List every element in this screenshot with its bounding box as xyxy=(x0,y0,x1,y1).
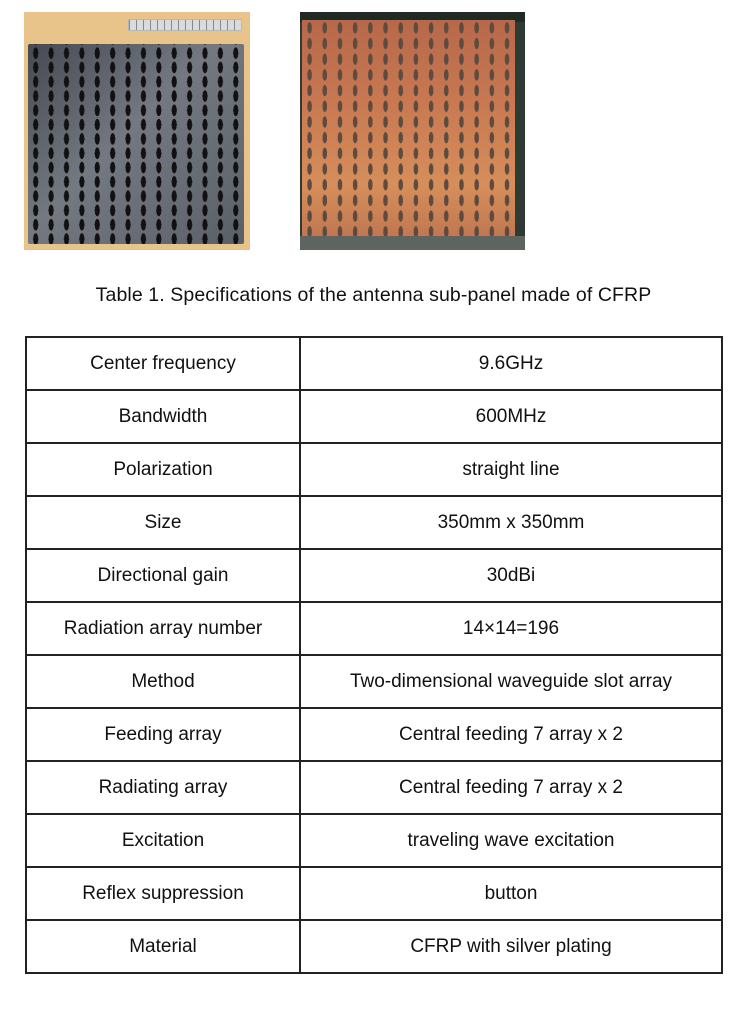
slot-array-panel-black xyxy=(28,44,244,244)
value-cell: CFRP with silver plating xyxy=(299,919,723,974)
table-row: Size 350mm x 350mm xyxy=(25,495,723,550)
table-row: Feeding array Central feeding 7 array x 2 xyxy=(25,707,723,762)
cfrp-panel-photo xyxy=(24,12,250,250)
parameter-cell: Reflex suppression xyxy=(25,866,301,921)
table-row: Reflex suppression button xyxy=(25,866,723,921)
parameter-cell: Material xyxy=(25,919,301,974)
value-cell: 350mm x 350mm xyxy=(299,495,723,550)
table-row: Directional gain 30dBi xyxy=(25,548,723,603)
parameter-cell: Bandwidth xyxy=(25,389,301,444)
table-row: Method Two-dimensional waveguide slot arr… xyxy=(25,654,723,709)
value-cell: straight line xyxy=(299,442,723,497)
table-row: Bandwidth 600MHz xyxy=(25,389,723,444)
plated-panel-photo xyxy=(300,12,525,250)
value-cell: 600MHz xyxy=(299,389,723,444)
slot-array-panel-copper xyxy=(302,20,515,240)
parameter-cell: Center frequency xyxy=(25,336,301,391)
value-cell: button xyxy=(299,866,723,921)
parameter-cell: Excitation xyxy=(25,813,301,868)
table-row: Center frequency 9.6GHz xyxy=(25,336,723,391)
parameter-cell: Method xyxy=(25,654,301,709)
value-cell: 30dBi xyxy=(299,548,723,603)
table-row: Polarization straight line xyxy=(25,442,723,497)
value-cell: Central feeding 7 array x 2 xyxy=(299,760,723,815)
parameter-cell: Radiating array xyxy=(25,760,301,815)
parameter-cell: Feeding array xyxy=(25,707,301,762)
parameter-cell: Polarization xyxy=(25,442,301,497)
value-cell: 9.6GHz xyxy=(299,336,723,391)
table-row: Radiation array number 14×14=196 xyxy=(25,601,723,656)
panel-frame-top xyxy=(300,12,525,22)
table-row: Radiating array Central feeding 7 array x… xyxy=(25,760,723,815)
parameter-cell: Directional gain xyxy=(25,548,301,603)
value-cell: 14×14=196 xyxy=(299,601,723,656)
panel-frame-base xyxy=(300,236,525,250)
ruler-image xyxy=(128,19,242,31)
spec-table: Center frequency 9.6GHz Bandwidth 600MHz P… xyxy=(25,336,723,974)
parameter-cell: Size xyxy=(25,495,301,550)
parameter-cell: Radiation array number xyxy=(25,601,301,656)
table-row: Excitation traveling wave excitation xyxy=(25,813,723,868)
value-cell: Central feeding 7 array x 2 xyxy=(299,707,723,762)
value-cell: Two-dimensional waveguide slot array xyxy=(299,654,723,709)
table-caption: Table 1. Specifications of the antenna s… xyxy=(95,284,652,306)
value-cell: traveling wave excitation xyxy=(299,813,723,868)
table-row: Material CFRP with silver plating xyxy=(25,919,723,974)
